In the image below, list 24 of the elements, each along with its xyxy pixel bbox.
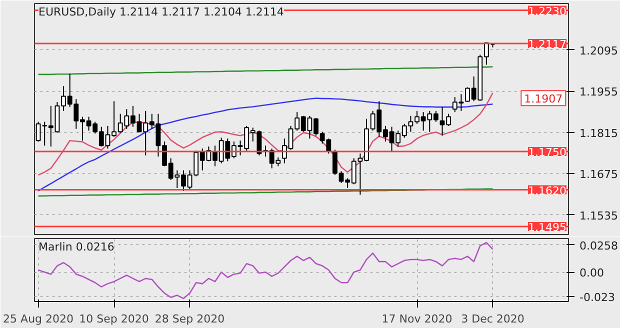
ref-line-label: 1.1750 (528, 146, 567, 160)
chart-title: Marlin 0.0216 (38, 240, 114, 254)
ref-line-label: 1.2230 (528, 4, 567, 18)
y-tick-label: 1.1955 (580, 86, 618, 99)
ref-line-label: 1.1620 (528, 184, 567, 198)
line-series (38, 242, 494, 300)
y-tick-label: 0.00 (580, 266, 604, 280)
ref-line-label: 1.1495 (528, 221, 567, 234)
ref-line-label: 1.2117 (528, 38, 567, 52)
text: 1.1907 (524, 92, 563, 106)
x-tick-label: 10 Sep 2020 (79, 312, 149, 326)
line-series (38, 66, 494, 76)
chart-title: EURUSD,Daily 1.2114 1.2117 1.2104 1.2114 (38, 6, 284, 18)
x-tick-label: 28 Sep 2020 (154, 312, 225, 326)
line-series (38, 98, 494, 192)
y-tick-label: 1.1675 (580, 168, 618, 182)
y-tick-label: -0.023 (580, 290, 615, 304)
y-tick-label: 0.0258 (580, 239, 618, 252)
x-tick-label: 25 Aug 2020 (3, 312, 74, 326)
x-tick-label: 17 Nov 2020 (382, 312, 452, 326)
y-tick-label: 1.2095 (580, 44, 618, 58)
x-tick-label: 3 Dec 2020 (461, 312, 524, 326)
y-tick-label: 1.1535 (580, 209, 618, 222)
y-tick-label: 1.1815 (580, 126, 618, 140)
